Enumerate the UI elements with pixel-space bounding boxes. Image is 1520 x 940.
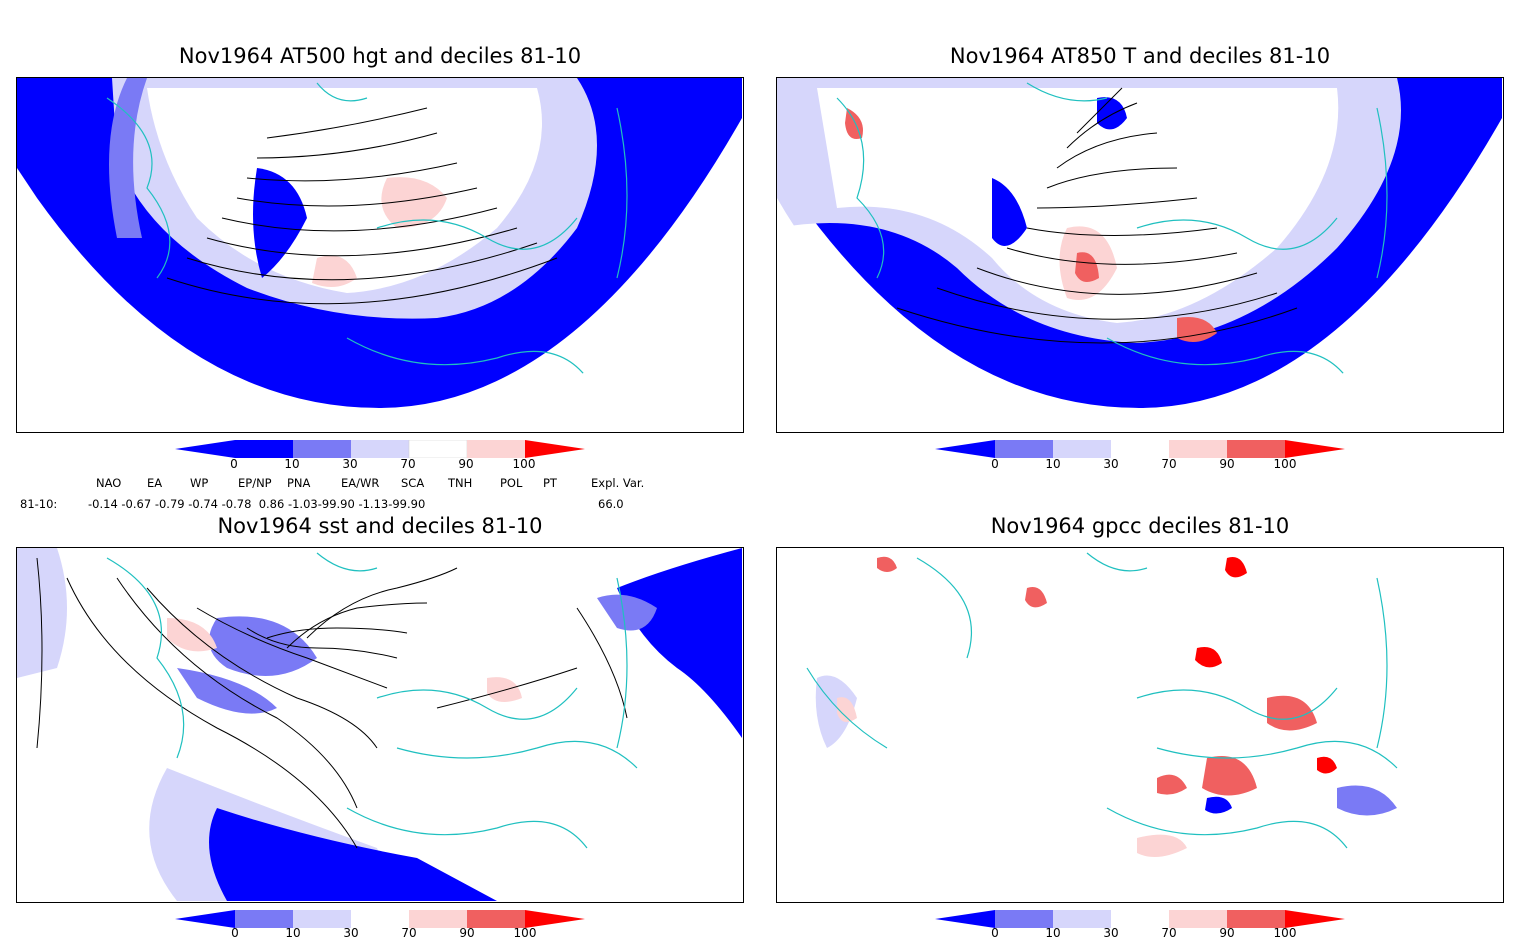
index-header: EA — [147, 476, 163, 490]
index-header: EA/WR — [341, 476, 380, 490]
colorbar-tick: 100 — [1273, 457, 1297, 471]
map-panel-hgt — [16, 77, 744, 433]
colorbar-bottom-right — [935, 910, 1345, 928]
colorbar-tick: 30 — [1103, 457, 1119, 471]
colorbar-tick: 70 — [401, 926, 417, 940]
map-panel-sst — [16, 547, 744, 903]
colorbar-tick: 100 — [513, 926, 537, 940]
map-panel-gpcc — [776, 547, 1504, 903]
colorbar-tick: 30 — [342, 457, 358, 471]
index-header: WP — [190, 476, 209, 490]
map-panel-t850 — [776, 77, 1504, 433]
colorbar-top-right — [935, 440, 1345, 458]
colorbar-bottom-left — [175, 910, 585, 928]
index-header: Expl. Var. — [591, 476, 645, 490]
colorbar-tick: 10 — [284, 457, 300, 471]
panel-title-t850: Nov1964 AT850 T and deciles 81-10 — [949, 44, 1331, 68]
colorbar-tick: 10 — [285, 926, 301, 940]
colorbar-tick: 70 — [400, 457, 416, 471]
index-header: NAO — [96, 476, 122, 490]
index-header: PNA — [287, 476, 311, 490]
colorbar-tick: 30 — [343, 926, 359, 940]
panel-title-sst: Nov1964 sst and deciles 81-10 — [217, 514, 543, 538]
colorbar-tick: 30 — [1103, 926, 1119, 940]
colorbar-tick: 100 — [1273, 926, 1297, 940]
colorbar-tick: 90 — [458, 457, 474, 471]
index-expl-var: 66.0 — [598, 497, 624, 511]
colorbar-tick: 10 — [1045, 926, 1061, 940]
index-header: EP/NP — [238, 476, 272, 490]
index-header: POL — [500, 476, 523, 490]
colorbar-tick: 10 — [1045, 457, 1061, 471]
index-row-label: 81-10: — [20, 497, 58, 511]
colorbar-tick: 0 — [230, 457, 238, 471]
colorbar-tick: 90 — [1219, 457, 1235, 471]
colorbar-top-left — [175, 439, 585, 459]
colorbar-tick: 0 — [991, 457, 999, 471]
index-header: PT — [543, 476, 557, 490]
colorbar-tick: 0 — [231, 926, 239, 940]
panel-title-hgt: Nov1964 AT500 hgt and deciles 81-10 — [178, 44, 582, 68]
index-header: TNH — [448, 476, 473, 490]
colorbar-tick: 70 — [1161, 926, 1177, 940]
colorbar-tick: 70 — [1161, 457, 1177, 471]
index-header: SCA — [401, 476, 425, 490]
panel-title-gpcc: Nov1964 gpcc deciles 81-10 — [990, 514, 1290, 538]
colorbar-tick: 0 — [991, 926, 999, 940]
colorbar-tick: 90 — [459, 926, 475, 940]
colorbar-tick: 100 — [512, 457, 536, 471]
index-values: -0.14 -0.67 -0.79 -0.74 -0.78 0.86 -1.03… — [88, 497, 426, 511]
colorbar-tick: 90 — [1219, 926, 1235, 940]
